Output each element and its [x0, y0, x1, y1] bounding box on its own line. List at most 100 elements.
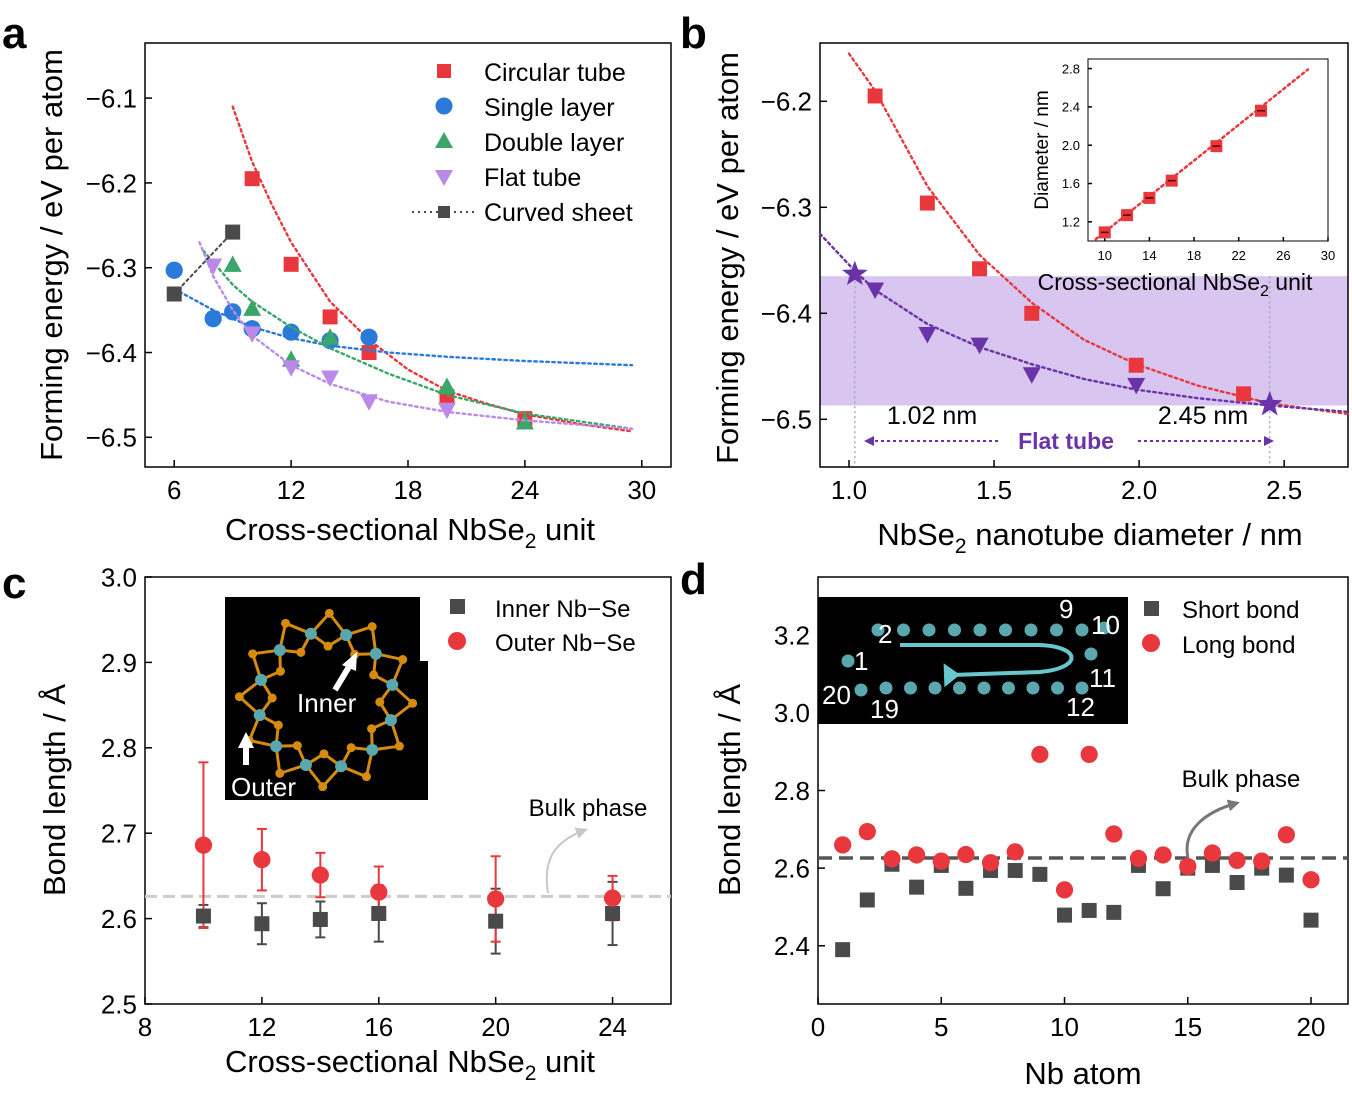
- d-point-long-bond: [1006, 843, 1024, 861]
- se-atom: [318, 782, 328, 792]
- atom-label-1: 1: [854, 646, 868, 676]
- se-atom: [267, 693, 277, 703]
- se-atom: [248, 649, 258, 659]
- se-atom: [375, 697, 385, 707]
- x-tick-label: 8: [138, 1012, 152, 1042]
- c-structure-inset: Inner Outer: [225, 597, 430, 802]
- d-point-short-bond: [1229, 874, 1245, 890]
- y-tick-label: 3.0: [774, 698, 810, 728]
- se-atom: [398, 655, 408, 665]
- plot-frame-b: [819, 42, 1349, 468]
- a-curved-sheet-line: [173, 231, 234, 295]
- legend-marker-flat-tube: [435, 170, 453, 186]
- y-tick-label: 1.2: [1062, 215, 1080, 230]
- a-point-single-layer: [165, 261, 183, 279]
- y-tick-label: 3.2: [774, 621, 810, 651]
- chain-atom: [948, 623, 961, 637]
- d-atom-chain-inset: 2 9 10 1 11 20 19 12: [818, 594, 1128, 724]
- c-point-outer: [370, 883, 388, 901]
- panel-c: c 8 12 16 20 24 2.5 2.6 2.7 2.8 2.9 3.0 Bond lengt…: [2, 559, 672, 1085]
- a-point-single-layer: [204, 309, 222, 328]
- d-x-axis-label: Nb atom: [1024, 1056, 1141, 1091]
- se-atom: [234, 692, 244, 702]
- a-point-single-layer: [360, 328, 378, 346]
- d-point-long-bond: [834, 836, 852, 854]
- plot-frame-c: [144, 576, 672, 1005]
- inner-arrow-shaft: [332, 663, 353, 692]
- chain-atom: [904, 681, 917, 695]
- panel-d: d 0 5 10 15 20 2.4 2.6 2.8 3.0 3.2 Bond length / …: [680, 555, 1349, 1091]
- panel-label-a: a: [2, 9, 27, 58]
- b-point-circular-tube: [972, 261, 988, 277]
- flat-tube-band: [820, 276, 1348, 406]
- atom-label-20: 20: [822, 680, 851, 710]
- d-point-short-bond: [1155, 881, 1171, 897]
- se-atom: [367, 622, 377, 632]
- b-data-layer: [818, 52, 1350, 416]
- x-tick-label: 18: [394, 475, 423, 505]
- d-point-long-bond: [1055, 881, 1074, 899]
- outer-label: Outer: [231, 772, 296, 802]
- se-atom: [319, 749, 329, 759]
- b-point-flat-tube: [866, 282, 885, 299]
- c-point-inner: [488, 913, 504, 929]
- y-tick-label: 2.7: [101, 819, 137, 849]
- inset-y-axis-label: Diameter / nm: [1032, 90, 1053, 209]
- d-point-short-bond: [1106, 904, 1122, 920]
- legend-label-circular-tube: Circular tube: [484, 59, 626, 87]
- chain-atom: [953, 681, 966, 695]
- d-point-short-bond: [859, 892, 875, 908]
- c-point-outer: [311, 866, 329, 884]
- nb-atom: [273, 644, 286, 657]
- x-tick-label: 30: [1321, 248, 1335, 263]
- c-point-inner: [371, 905, 387, 921]
- a-point-single-layer: [282, 323, 300, 341]
- legend-label-inner-nb-se: Inner Nb−Se: [495, 596, 630, 623]
- nbse2-ring-structure: [234, 608, 418, 792]
- atom-order-arrow: [900, 643, 1074, 688]
- a-point-curved-sheet: [225, 224, 241, 240]
- c-structure-background: [225, 597, 428, 800]
- x-tick-label: 24: [510, 475, 539, 505]
- atom-label-10: 10: [1091, 610, 1120, 640]
- b-y-axis-label: Forming energy / eV per atom: [710, 52, 745, 464]
- legend-marker-outer-nb-se: [448, 632, 466, 650]
- se-atom: [275, 666, 285, 676]
- y-tick-label: 2.0: [1062, 138, 1080, 153]
- a-x-axis-label: Cross-sectional NbSe2 unit: [225, 512, 595, 553]
- x-tick-label: 12: [277, 475, 306, 505]
- nb-atom: [335, 760, 348, 773]
- y-tick-label: 2.9: [101, 648, 137, 678]
- y-tick-label: −6.2: [761, 87, 812, 117]
- d-point-long-bond: [1129, 849, 1148, 868]
- y-tick-label: 2.8: [774, 776, 810, 806]
- se-atom: [346, 743, 356, 753]
- chain-atom: [1024, 623, 1038, 637]
- inner-arrow-head: [342, 652, 357, 671]
- x-tick-label: 6: [167, 475, 181, 505]
- y-tick-label: 2.6: [101, 904, 137, 934]
- a-point-double-layer: [243, 299, 262, 316]
- x-tick-label: 26: [1276, 248, 1290, 263]
- legend-label-flat-tube: Flat tube: [484, 164, 581, 192]
- b-point-circular-tube: [1024, 305, 1040, 321]
- nb-atom: [384, 714, 397, 727]
- y-tick-label: 2.8: [101, 733, 137, 763]
- chain-atom: [1050, 623, 1063, 637]
- c-point-inner: [254, 916, 270, 932]
- a-point-circular-tube: [361, 345, 377, 361]
- chain-atom: [854, 683, 868, 697]
- c-bulk-arrow: [545, 827, 588, 894]
- y-tick-label: 2.6: [774, 853, 810, 883]
- chain-atom: [897, 623, 910, 637]
- d-point-long-bond: [1203, 844, 1222, 862]
- b-background-layer: [820, 276, 1348, 467]
- legend-marker-single-layer: [435, 97, 453, 115]
- chain-atom: [871, 623, 885, 637]
- d-legend: Short bond Long bond: [1142, 597, 1299, 659]
- a-point-flat-tube: [282, 360, 301, 377]
- chain-atom: [999, 623, 1012, 637]
- a-fit-line-2: [202, 249, 634, 430]
- a-point-double-layer: [321, 328, 340, 345]
